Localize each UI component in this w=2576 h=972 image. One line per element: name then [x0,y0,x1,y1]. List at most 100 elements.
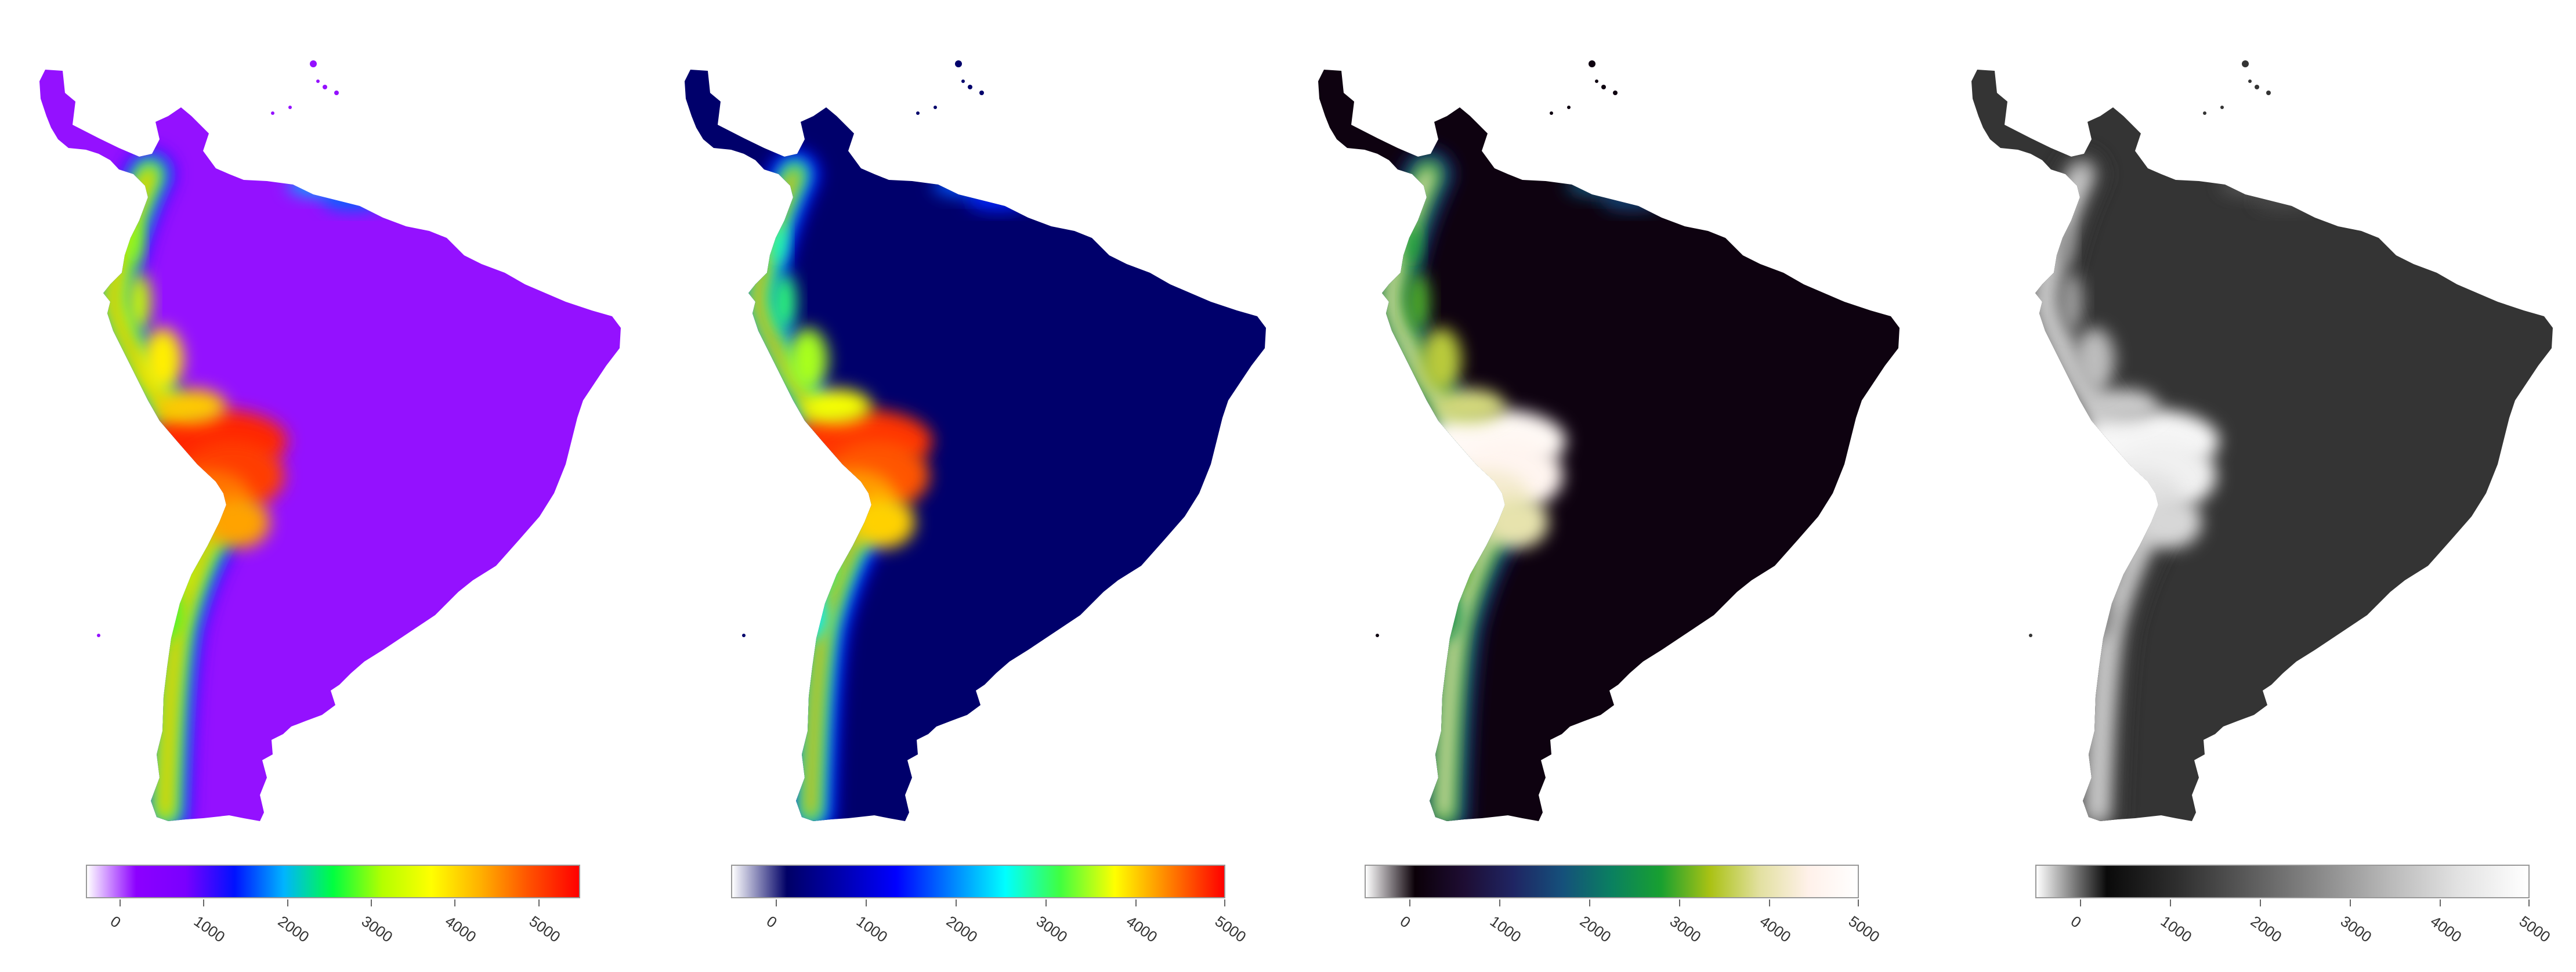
colorbar-tick-label: 3000 [1666,912,1705,946]
colorbar-tick [287,899,288,906]
colorbar-tick-label: 4000 [1756,912,1794,946]
highland-region [1434,592,1460,638]
island [979,91,984,95]
colorbar-tick [203,899,204,906]
highland-region [932,174,1014,197]
colorbar-tick-label: 2000 [274,912,313,946]
colorbar-ticks-3: 0 1000 2000 3000 4000 5000 [1365,899,1883,969]
colorbar-tick-label: 1000 [1486,912,1525,946]
highland-region [803,545,835,592]
colorbar-tick [2350,899,2351,906]
island [1595,80,1598,83]
highland-region [770,221,787,267]
colorbar-tick [1858,899,1859,906]
elevation-map-1 [39,60,621,821]
highland-region [2087,592,2113,638]
highland-region [2138,496,2202,548]
colorbar-tick-label: 4000 [442,912,480,946]
colorbar-tick-label: 5000 [1845,912,1883,946]
colorbar-tick [1409,899,1410,906]
island [334,91,339,95]
elevation-map-2 [685,60,1266,821]
island [896,634,899,637]
island [742,634,746,637]
island [323,85,327,89]
colorbar-tick-label: 4000 [2427,912,2465,946]
island [2029,634,2032,637]
highland-region [851,496,915,548]
colorbar-tick-label: 0 [763,912,780,931]
colorbar-ticks-1: 0 1000 2000 3000 4000 5000 [86,899,580,969]
island [2255,85,2259,89]
colorbar-tick [538,899,540,906]
colorbar-tick [2170,899,2171,906]
island [1613,91,1618,95]
colorbar-tick [454,899,455,906]
island [1550,111,1553,115]
colorbar-tick [1499,899,1500,906]
map-panel-4: 0 1000 2000 3000 4000 5000 [1932,0,2576,972]
island [1567,106,1571,109]
island [251,634,254,637]
highland-region [2219,174,2300,197]
island [2220,106,2224,109]
colorbar-tick-label: 5000 [526,912,564,946]
highland-region [157,389,226,424]
colorbar-tick-label: 2000 [943,912,981,946]
island [271,111,274,115]
highland-region [1601,190,1665,211]
colorbar-ticks-2: 0 1000 2000 3000 4000 5000 [731,899,1249,969]
highland-region [1437,545,1469,592]
highland-region [2060,273,2083,331]
colorbar-ticks-4: 0 1000 2000 3000 4000 5000 [2035,899,2553,969]
colorbar-4 [2035,865,2530,898]
highland-region [206,496,270,548]
colorbar-tick [1769,899,1770,906]
island [916,111,920,115]
island [1601,85,1606,89]
island [2203,111,2206,115]
colorbar-tick [2528,899,2530,906]
colorbar-tick-label: 3000 [2337,912,2375,946]
elevation-map-3 [1318,60,1900,821]
colorbar-tick-label: 5000 [1211,912,1250,946]
colorbar-tick [866,899,867,906]
island [1376,634,1379,637]
colorbar-tick [2260,899,2261,906]
continent-landmass [1318,70,1900,821]
colorbar-tick-label: 0 [1396,912,1414,931]
highland-region [801,592,826,638]
highland-region [155,592,181,638]
highland-region [1566,174,1647,197]
highland-region [2074,328,2115,392]
island [97,634,100,637]
colorbar-tick-label: 1000 [190,912,229,946]
highland-region [1435,389,1505,424]
island [955,60,962,67]
highland-region [2057,221,2074,267]
map-panel-2: 0 1000 2000 3000 4000 5000 [645,0,1289,972]
colorbar-tick-label: 2000 [1576,912,1615,946]
colorbar-tick-label: 0 [2067,912,2085,931]
continent-landmass [39,70,621,821]
island [961,80,965,83]
colorbar-tick [1224,899,1225,906]
island [2183,634,2186,637]
colorbar-tick [120,899,121,906]
colorbar-tick [1135,899,1137,906]
highland-region [158,545,190,592]
colorbar-1 [86,865,580,898]
island [934,106,937,109]
island [316,80,320,83]
highland-region [128,273,151,331]
highland-region [1404,221,1420,267]
island [1529,634,1533,637]
colorbar-tick-label: 5000 [2516,912,2554,946]
colorbar-tick-label: 2000 [2247,912,2285,946]
elevation-map-4 [1971,60,2553,821]
colorbar-tick-label: 0 [107,912,124,931]
colorbar-tick [956,899,957,906]
highland-region [967,190,1031,211]
colorbar-tick [1045,899,1047,906]
colorbar-tick [1589,899,1590,906]
